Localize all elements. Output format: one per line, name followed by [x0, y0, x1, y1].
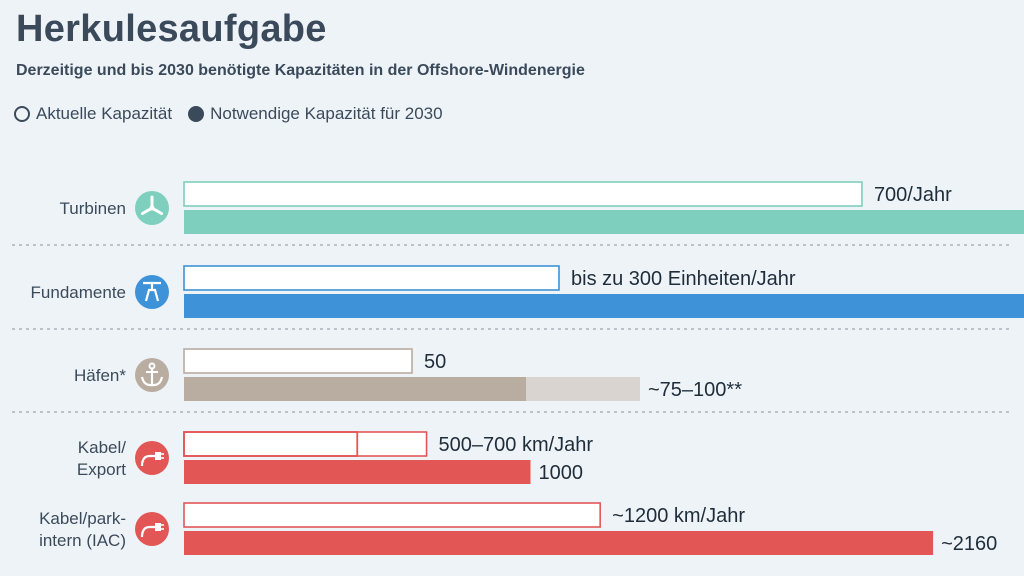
bar-required	[184, 377, 526, 401]
category-label: Turbinen	[60, 199, 126, 218]
chart-title: Herkulesaufgabe	[16, 8, 327, 50]
bar-current	[183, 265, 560, 291]
legend-label-required: Notwendige Kapazität für 2030	[210, 104, 443, 123]
legend-label-current: Aktuelle Kapazität	[36, 104, 173, 123]
bar-current	[183, 502, 601, 528]
data-label-current: 700/Jahr	[874, 184, 952, 206]
cable-line	[140, 525, 156, 538]
data-label-current: 500–700 km/Jahr	[439, 434, 594, 456]
bar-required	[184, 294, 1024, 318]
category-label: Häfen*	[74, 366, 126, 385]
cable-icon	[135, 441, 169, 475]
data-label-required: ~2160	[941, 533, 997, 555]
bar-required	[184, 460, 531, 484]
bar-group: Kabel/Export 500–700 km/Jahr 1000	[77, 431, 594, 484]
data-label-current: bis zu 300 Einheiten/Jahr	[571, 268, 796, 290]
bar-required	[184, 531, 934, 555]
data-label-current: ~1200 km/Jahr	[612, 505, 745, 527]
foundation-icon-bg	[135, 275, 169, 309]
category-label: Kabel/park-	[39, 509, 126, 528]
category-label: Export	[77, 460, 126, 479]
bar-current-min	[183, 431, 359, 457]
anchor-ring	[148, 362, 156, 370]
anchor-arms	[140, 376, 164, 387]
turbine-hub	[149, 205, 155, 211]
bar-required	[184, 210, 1024, 234]
anchor-icon	[135, 358, 169, 392]
bar-current	[183, 348, 413, 374]
legend-swatch-required	[188, 106, 205, 122]
legend: Aktuelle Kapazität Notwendige Kapazität …	[14, 104, 443, 124]
cable-line	[140, 454, 156, 467]
bar-group: Kabel/park-intern (IAC) ~1200 km/Jahr ~216…	[39, 502, 997, 555]
data-label-required: ~75–100**	[648, 379, 742, 401]
cable-icon	[135, 512, 169, 546]
category-label: Kabel/	[78, 438, 126, 457]
bar-group: Häfen* 50 ~75–100**	[12, 348, 1012, 413]
legend-item-current: Aktuelle Kapazität	[14, 104, 172, 124]
turbine-icon	[135, 191, 169, 225]
category-label: Fundamente	[31, 283, 126, 302]
bar-current	[183, 181, 863, 207]
legend-swatch-current	[14, 106, 30, 122]
cable-icon-bg	[135, 441, 169, 475]
foundation-icon	[135, 275, 169, 309]
data-label-required: 1000	[539, 462, 584, 484]
cable-plug	[155, 452, 161, 460]
legend-item-required: Notwendige Kapazität für 2030	[188, 104, 443, 124]
cable-plug	[155, 523, 161, 531]
bar-current	[183, 431, 428, 457]
category-label: intern (IAC)	[39, 531, 126, 550]
cable-icon-bg	[135, 512, 169, 546]
chart-subtitle: Derzeitige und bis 2030 benötigte Kapazi…	[16, 62, 585, 79]
data-label-current: 50	[424, 351, 446, 373]
